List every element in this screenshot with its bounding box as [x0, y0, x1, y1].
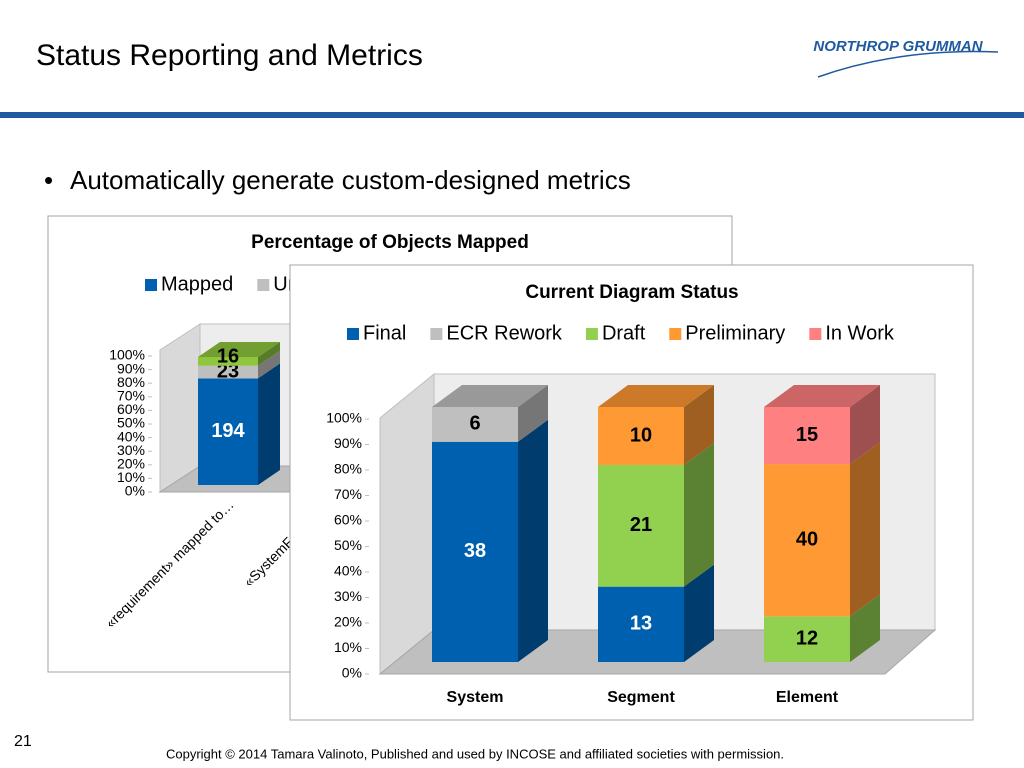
legend-label: Preliminary: [685, 322, 785, 344]
data-label: 16: [217, 346, 239, 368]
bar-side: [518, 419, 548, 662]
y-tick-label: 80%: [117, 374, 145, 390]
bar-side: [850, 594, 880, 662]
header-rule: [0, 112, 1024, 118]
legend-swatch: [430, 328, 443, 340]
y-tick-label: 60%: [117, 401, 145, 417]
data-label: 21: [630, 514, 652, 536]
chart-title: Percentage of Objects Mapped: [251, 232, 529, 253]
y-tick-label: 40%: [334, 563, 362, 579]
slide-title: Status Reporting and Metrics: [36, 39, 423, 72]
legend-swatch: [257, 279, 270, 291]
bar-top: [198, 342, 280, 357]
y-tick-label: 100%: [109, 347, 145, 363]
data-label: 6: [469, 413, 480, 435]
data-label: 13: [630, 613, 652, 635]
y-tick-label: 10%: [334, 639, 362, 655]
legend-swatch: [347, 328, 359, 340]
legend-label: Mapped: [161, 273, 233, 295]
data-label: 10: [630, 424, 652, 446]
y-tick-label: 20%: [334, 614, 362, 630]
y-tick-label: 30%: [334, 588, 362, 604]
legend-swatch: [669, 328, 682, 340]
bar: [764, 407, 850, 465]
bar: [198, 365, 258, 379]
bar: [198, 378, 258, 485]
bullet-dot: •: [44, 165, 53, 195]
bar-side: [518, 385, 548, 442]
bar: [764, 464, 850, 617]
y-tick-label: 40%: [117, 428, 145, 444]
y-tick-label: 80%: [334, 461, 362, 477]
bar-side: [258, 350, 280, 379]
data-label: 40: [796, 528, 818, 550]
bar-top: [764, 385, 880, 407]
bar-side: [684, 385, 714, 465]
bullet-text: Automatically generate custom-designed m…: [70, 165, 631, 195]
legend-swatch: [585, 328, 598, 340]
logo-swoosh: [817, 50, 999, 78]
y-tick-label: 0%: [125, 483, 145, 499]
legend-label: ECR Rework: [446, 322, 563, 344]
y-tick-label: 90%: [117, 360, 145, 376]
legend-swatch: [145, 279, 157, 291]
y-tick-label: 90%: [334, 435, 362, 451]
y-tick-label: 50%: [334, 537, 362, 553]
legend-label: In Work: [825, 322, 895, 344]
side-wall: [159, 323, 201, 493]
data-label: 23: [217, 360, 239, 382]
bar-side: [684, 564, 714, 662]
chart: Current Diagram Status Final ECR Rework Dra…: [289, 264, 974, 721]
y-tick-label: 30%: [117, 442, 145, 458]
legend-label: Draft: [602, 322, 646, 344]
bar-side: [850, 442, 880, 617]
data-label: 194: [211, 420, 245, 442]
data-label: 38: [464, 540, 486, 562]
legend-label: Final: [363, 322, 406, 344]
y-tick-label: 70%: [117, 388, 145, 404]
legend-swatch: [809, 328, 822, 340]
bar-side: [258, 363, 280, 485]
y-tick-label: 10%: [117, 469, 145, 485]
bar-side: [850, 385, 880, 465]
bar: [432, 441, 518, 662]
data-label: 12: [796, 627, 818, 649]
bar-top: [598, 385, 714, 407]
bar: [598, 464, 684, 587]
charts: Percentage of Objects MappedMappedUnmapp…: [47, 215, 974, 721]
bar-side: [258, 342, 280, 366]
bar: [764, 616, 850, 662]
bar: [198, 357, 258, 366]
side-wall: [379, 372, 435, 676]
footer: Copyright © 2014 Tamara Valinoto, Publis…: [166, 746, 784, 761]
bar-top: [432, 385, 548, 407]
y-tick-label: 0%: [342, 665, 362, 681]
bar: [598, 586, 684, 662]
bar-side: [684, 442, 714, 587]
data-label: 15: [796, 424, 818, 446]
bar: [432, 407, 518, 442]
x-tick-label: Segment: [607, 689, 675, 706]
y-tick-label: 50%: [117, 415, 145, 431]
x-tick-label: Element: [776, 689, 839, 706]
x-tick-label: System: [447, 689, 504, 706]
logo: NORTHROP GRUMMAN: [813, 38, 983, 55]
page-number: 21: [14, 733, 32, 750]
y-tick-label: 60%: [334, 512, 362, 528]
y-tick-label: 100%: [326, 410, 362, 426]
chart-title: Current Diagram Status: [525, 282, 738, 303]
y-tick-label: 70%: [334, 486, 362, 502]
bar: [598, 407, 684, 465]
y-tick-label: 20%: [117, 456, 145, 472]
